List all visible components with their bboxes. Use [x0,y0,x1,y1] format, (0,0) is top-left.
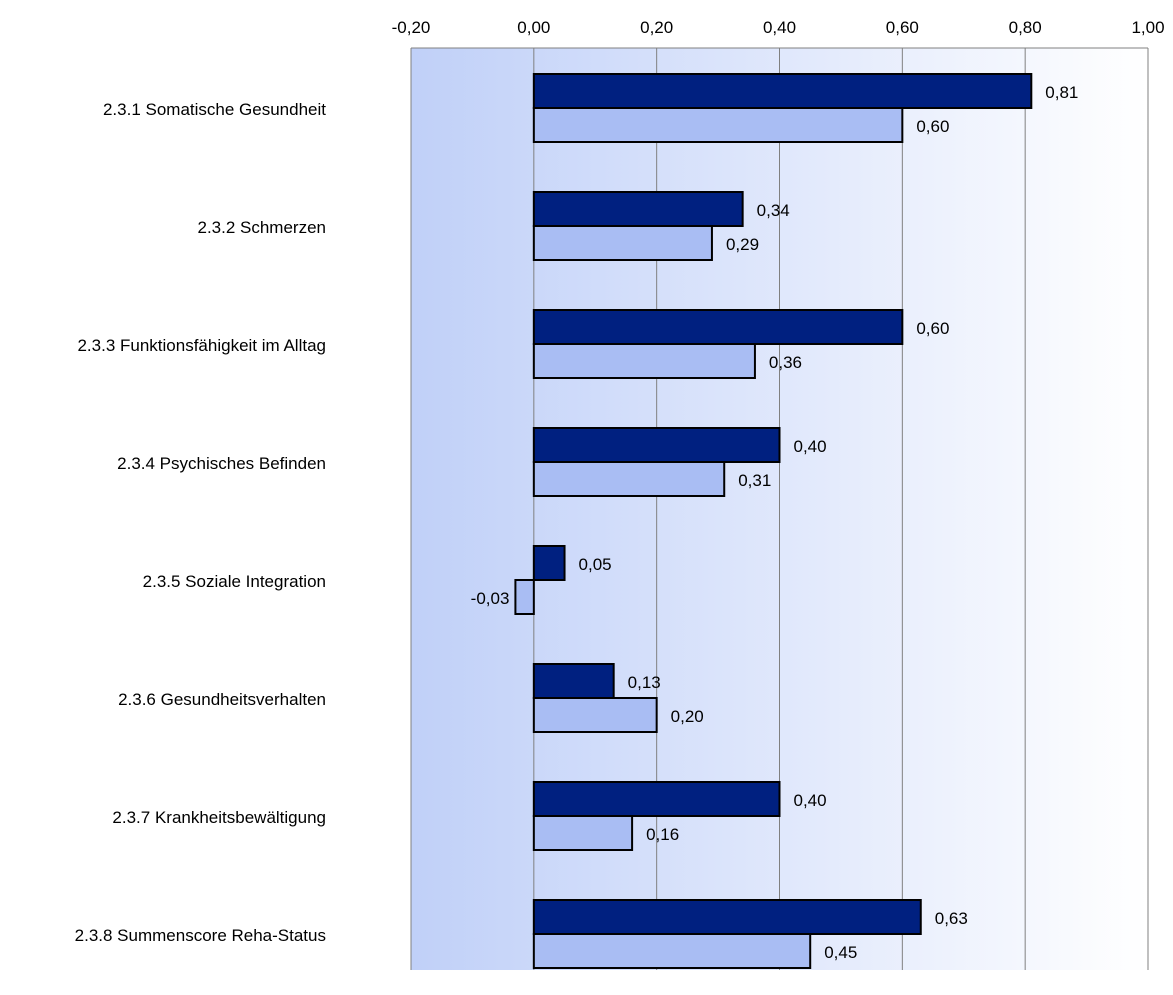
category-label: 2.3.6 Gesundheitsverhalten [118,690,326,709]
bar [532,899,922,935]
bar [532,191,744,227]
data-label: 0,16 [646,825,679,844]
data-label: 0,34 [757,201,790,220]
bar [532,933,812,969]
data-label: 0,20 [671,707,704,726]
bar [532,225,713,261]
data-label: -0,03 [471,589,510,608]
data-label: 0,05 [579,555,612,574]
x-tick-label: 0,80 [1009,18,1042,37]
bar [532,545,566,581]
bar [532,781,781,817]
category-label: 2.3.5 Soziale Integration [143,572,326,591]
bar [532,663,615,699]
data-label: 0,36 [769,353,802,372]
data-label: 0,60 [916,117,949,136]
data-label: 0,45 [824,943,857,962]
bar [532,73,1033,109]
data-label: 0,31 [738,471,771,490]
data-label: 0,13 [628,673,661,692]
data-label: 0,40 [794,791,827,810]
bar [532,343,756,379]
x-tick-label: 0,00 [517,18,550,37]
bar [532,697,658,733]
x-tick-label: -0,20 [392,18,431,37]
bar [532,815,634,851]
data-label: 0,40 [794,437,827,456]
bar [532,309,904,345]
bar [514,579,535,615]
bar [532,107,904,143]
x-tick-label: 0,60 [886,18,919,37]
data-label: 0,81 [1045,83,1078,102]
data-label: 0,60 [916,319,949,338]
data-label: 0,29 [726,235,759,254]
category-label: 2.3.7 Krankheitsbewältigung [112,808,326,827]
x-tick-label: 0,40 [763,18,796,37]
category-label: 2.3.2 Schmerzen [197,218,326,237]
bar [532,427,781,463]
bar [532,461,726,497]
x-tick-label: 1,00 [1131,18,1164,37]
category-label: 2.3.8 Summenscore Reha-Status [75,926,326,945]
category-label: 2.3.4 Psychisches Befinden [117,454,326,473]
data-label: 0,63 [935,909,968,928]
x-tick-label: 0,20 [640,18,673,37]
category-label: 2.3.3 Funktionsfähigkeit im Alltag [77,336,326,355]
category-label: 2.3.1 Somatische Gesundheit [103,100,326,119]
